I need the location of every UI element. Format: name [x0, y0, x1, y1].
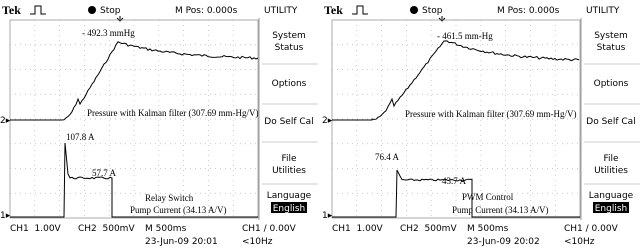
- stop-dot: [410, 6, 418, 14]
- menu-item[interactable]: File: [603, 154, 619, 164]
- menu-item[interactable]: Language: [589, 191, 634, 201]
- position: M Pos: 0.000s: [175, 6, 238, 16]
- channel-marker: 1▸: [0, 211, 11, 221]
- annotation: 107.8 A: [66, 132, 95, 142]
- menu-title: UTILITY: [586, 6, 620, 16]
- status: Stop: [422, 6, 443, 16]
- footer-timebase: M 500ms: [145, 224, 187, 234]
- channel-marker: 2▸: [322, 116, 333, 126]
- footer-ch1: CH1 1.00V: [332, 224, 384, 234]
- footer-trigger: CH1 / 0.00V: [242, 224, 297, 234]
- screenshot: Tek Stop M Pos: 0.000s UTILITY 2▸ 1▸ - 492.3 m…: [0, 0, 643, 248]
- footer-ch2: CH2 500mV: [78, 224, 135, 234]
- language-value[interactable]: English: [273, 204, 306, 214]
- menu-item[interactable]: Status: [597, 43, 626, 53]
- annotation: 43.7 A: [442, 176, 467, 186]
- menu-item[interactable]: Utilities: [272, 166, 306, 176]
- stop-dot: [88, 6, 96, 14]
- menu-item[interactable]: Do Self Cal: [264, 117, 313, 127]
- footer-trigger: CH1 / 0.00V: [564, 224, 619, 234]
- annotation: Pressure with Kalman filter (307.69 mm-H…: [405, 109, 576, 119]
- annotation: 57.7 A: [92, 168, 117, 178]
- language-value[interactable]: English: [595, 204, 628, 214]
- menu-item[interactable]: System: [594, 31, 628, 41]
- annotation: Pressure with Kalman filter (307.69 mm-H…: [87, 108, 258, 118]
- menu-item[interactable]: Options: [594, 79, 629, 89]
- menu-item[interactable]: System: [272, 31, 306, 41]
- scope-panel: Tek Stop M Pos: 0.000s UTILITY 2▸ 1▸ - 492.3 m…: [0, 3, 318, 247]
- channel-marker: 2▸: [0, 116, 11, 126]
- menu-item[interactable]: Status: [275, 43, 304, 53]
- menu-title: UTILITY: [264, 6, 298, 16]
- menu-item[interactable]: Language: [267, 191, 312, 201]
- pulse-icon: [352, 6, 368, 14]
- status: Stop: [100, 6, 121, 16]
- menu-item[interactable]: Options: [272, 79, 307, 89]
- channel-marker: 1▸: [322, 211, 333, 221]
- footer-date: 23-Jun-09 20:01: [145, 237, 218, 247]
- menu-item[interactable]: Do Self Cal: [586, 117, 635, 127]
- footer-frequency: <10Hz: [564, 237, 595, 247]
- footer-frequency: <10Hz: [242, 237, 273, 247]
- brand: Tek: [324, 3, 343, 17]
- pulse-icon: [30, 6, 46, 14]
- footer-ch2: CH2 500mV: [400, 224, 457, 234]
- menu-item[interactable]: File: [281, 154, 297, 164]
- annotation: Relay Switch: [145, 193, 194, 203]
- brand: Tek: [2, 3, 21, 17]
- footer-timebase: M 500ms: [467, 224, 509, 234]
- footer-ch1: CH1 1.00V: [10, 224, 62, 234]
- annotation: Pump Current (34.13 A/V): [130, 205, 227, 215]
- position: M Pos: 0.000s: [497, 6, 560, 16]
- annotation: PWM Control: [462, 192, 514, 202]
- annotation: 76.4 A: [375, 152, 400, 162]
- menu-item[interactable]: Utilities: [594, 166, 628, 176]
- annotation: Pump Current (34.13 A/V): [452, 205, 549, 215]
- annotation: - 492.3 mmHg: [82, 28, 135, 38]
- annotation: - 461.5 mm-Hg: [437, 31, 493, 41]
- footer-date: 23-Jun-09 20:02: [467, 237, 540, 247]
- scope-panel: Tek Stop M Pos: 0.000s UTILITY 2▸ 1▸ - 461.5 m…: [322, 3, 640, 247]
